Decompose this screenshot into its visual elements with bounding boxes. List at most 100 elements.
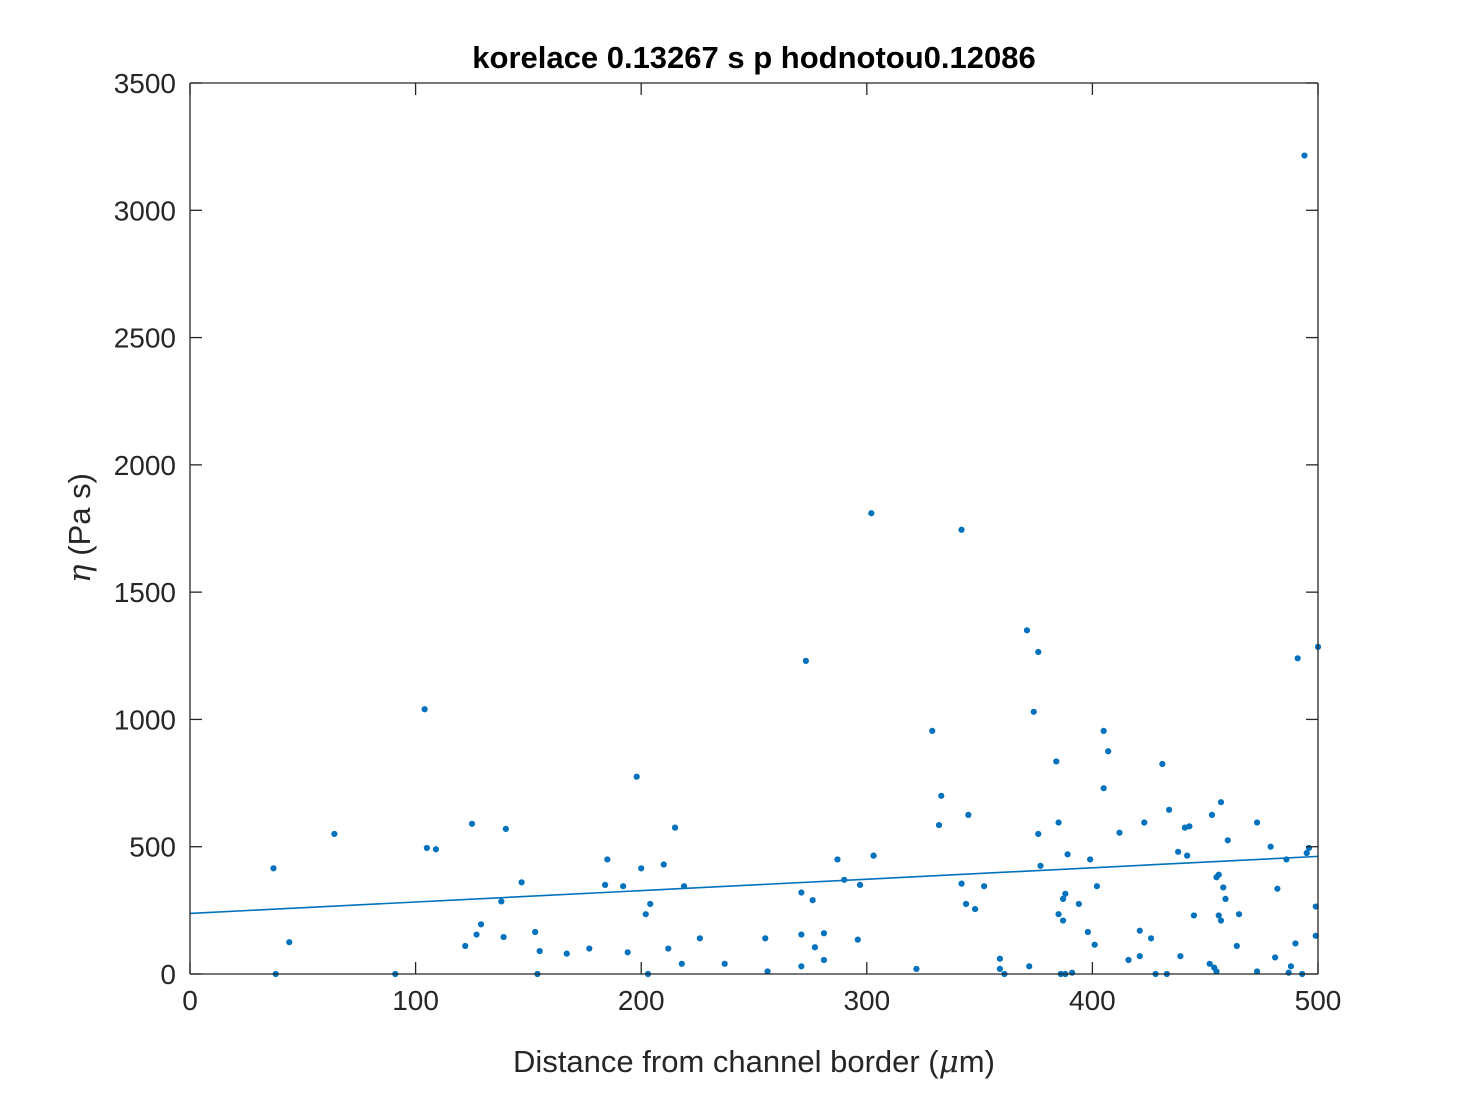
data-point-50 <box>856 881 864 889</box>
data-point-33 <box>678 960 685 967</box>
data-point-124 <box>1274 885 1281 892</box>
data-point-119 <box>1235 911 1243 918</box>
data-point-122 <box>1267 843 1274 850</box>
data-point-2 <box>286 939 293 946</box>
data-point-127 <box>1287 963 1295 970</box>
data-point-83 <box>1084 928 1091 936</box>
data-point-11 <box>477 921 485 928</box>
data-point-85 <box>1091 941 1098 948</box>
data-point-6 <box>423 844 430 852</box>
data-point-121 <box>1253 968 1261 975</box>
axes <box>189 82 1319 975</box>
data-point-23 <box>620 883 627 890</box>
data-point-37 <box>762 935 769 942</box>
data-point-84 <box>1087 856 1094 863</box>
data-point-97 <box>1159 760 1166 768</box>
data-point-93 <box>1136 953 1143 960</box>
data-point-29 <box>647 900 654 908</box>
data-point-87 <box>1100 727 1107 734</box>
x-tick-label-0: 0 <box>182 985 198 1016</box>
y-tick-label-1: 500 <box>129 832 176 863</box>
data-point-113 <box>1217 917 1225 924</box>
data-point-19 <box>563 950 570 957</box>
data-point-105 <box>1190 912 1198 919</box>
data-point-66 <box>1023 627 1031 634</box>
data-point-68 <box>1030 708 1037 715</box>
data-point-8 <box>462 942 469 950</box>
data-point-131 <box>1301 152 1308 159</box>
y-tick-label-2: 1000 <box>114 704 176 735</box>
data-point-73 <box>1055 911 1062 918</box>
data-point-101 <box>1177 953 1184 960</box>
x-tick-label-4: 400 <box>1069 985 1116 1016</box>
data-point-0 <box>270 865 277 872</box>
y-tick-label-7: 3500 <box>114 68 176 99</box>
data-point-69 <box>1035 648 1042 656</box>
data-point-43 <box>809 897 816 904</box>
data-point-63 <box>996 955 1004 962</box>
data-point-14 <box>502 825 509 832</box>
data-point-60 <box>965 811 972 818</box>
data-point-70 <box>1035 830 1042 838</box>
y-tick-label-0: 0 <box>160 959 176 990</box>
data-point-42 <box>802 657 809 664</box>
data-point-35 <box>696 935 703 942</box>
data-point-123 <box>1272 954 1279 961</box>
data-point-61 <box>971 905 979 913</box>
x-tick-label-2: 200 <box>618 985 665 1016</box>
data-point-95 <box>1147 935 1155 942</box>
data-point-57 <box>958 526 965 533</box>
x-tick-label-3: 300 <box>843 985 890 1016</box>
data-point-15 <box>518 879 525 886</box>
data-point-100 <box>1175 848 1182 855</box>
x-axis-label-mu: μ <box>939 1044 959 1080</box>
data-point-27 <box>642 911 649 918</box>
data-point-30 <box>660 861 667 868</box>
data-point-58 <box>958 880 965 887</box>
data-point-126 <box>1285 969 1292 976</box>
data-point-89 <box>1105 748 1112 755</box>
data-point-91 <box>1125 956 1132 964</box>
plot-area <box>190 83 1318 974</box>
data-point-32 <box>671 824 679 831</box>
y-axis-label-eta: η <box>62 564 98 583</box>
data-point-44 <box>811 944 819 951</box>
data-point-21 <box>602 881 609 889</box>
data-point-118 <box>1233 942 1240 950</box>
data-point-10 <box>473 931 480 938</box>
data-point-77 <box>1059 917 1067 924</box>
data-point-80 <box>1064 851 1071 858</box>
data-point-46 <box>820 956 828 964</box>
data-point-114 <box>1217 799 1225 806</box>
data-point-71 <box>1037 862 1044 869</box>
data-point-67 <box>1026 963 1033 970</box>
data-point-56 <box>938 792 945 799</box>
x-tick-label-1: 100 <box>392 985 439 1016</box>
data-point-9 <box>468 820 476 827</box>
data-point-88 <box>1100 785 1107 792</box>
data-point-62 <box>981 883 988 890</box>
data-point-94 <box>1141 819 1148 826</box>
data-point-5 <box>421 706 428 713</box>
y-tick-label-5: 2500 <box>114 323 176 354</box>
y-tick-label-3: 1500 <box>114 577 176 608</box>
data-point-40 <box>798 931 805 938</box>
data-point-59 <box>962 900 970 908</box>
data-point-74 <box>1055 819 1062 826</box>
data-point-99 <box>1166 806 1173 813</box>
data-point-106 <box>1206 960 1213 967</box>
y-tick-label-4: 2000 <box>114 450 176 481</box>
data-point-132 <box>1303 849 1310 857</box>
data-point-110 <box>1213 968 1220 975</box>
x-axis-label-prefix: Distance from channel border ( <box>513 1044 939 1079</box>
data-point-111 <box>1215 871 1222 878</box>
data-point-51 <box>868 510 875 517</box>
data-point-13 <box>500 933 507 941</box>
data-point-41 <box>798 963 805 970</box>
data-point-82 <box>1075 900 1082 908</box>
data-point-81 <box>1068 969 1076 976</box>
y-axis-label: η (Pa s) <box>62 473 98 583</box>
data-point-12 <box>498 898 505 905</box>
data-point-115 <box>1220 884 1227 891</box>
